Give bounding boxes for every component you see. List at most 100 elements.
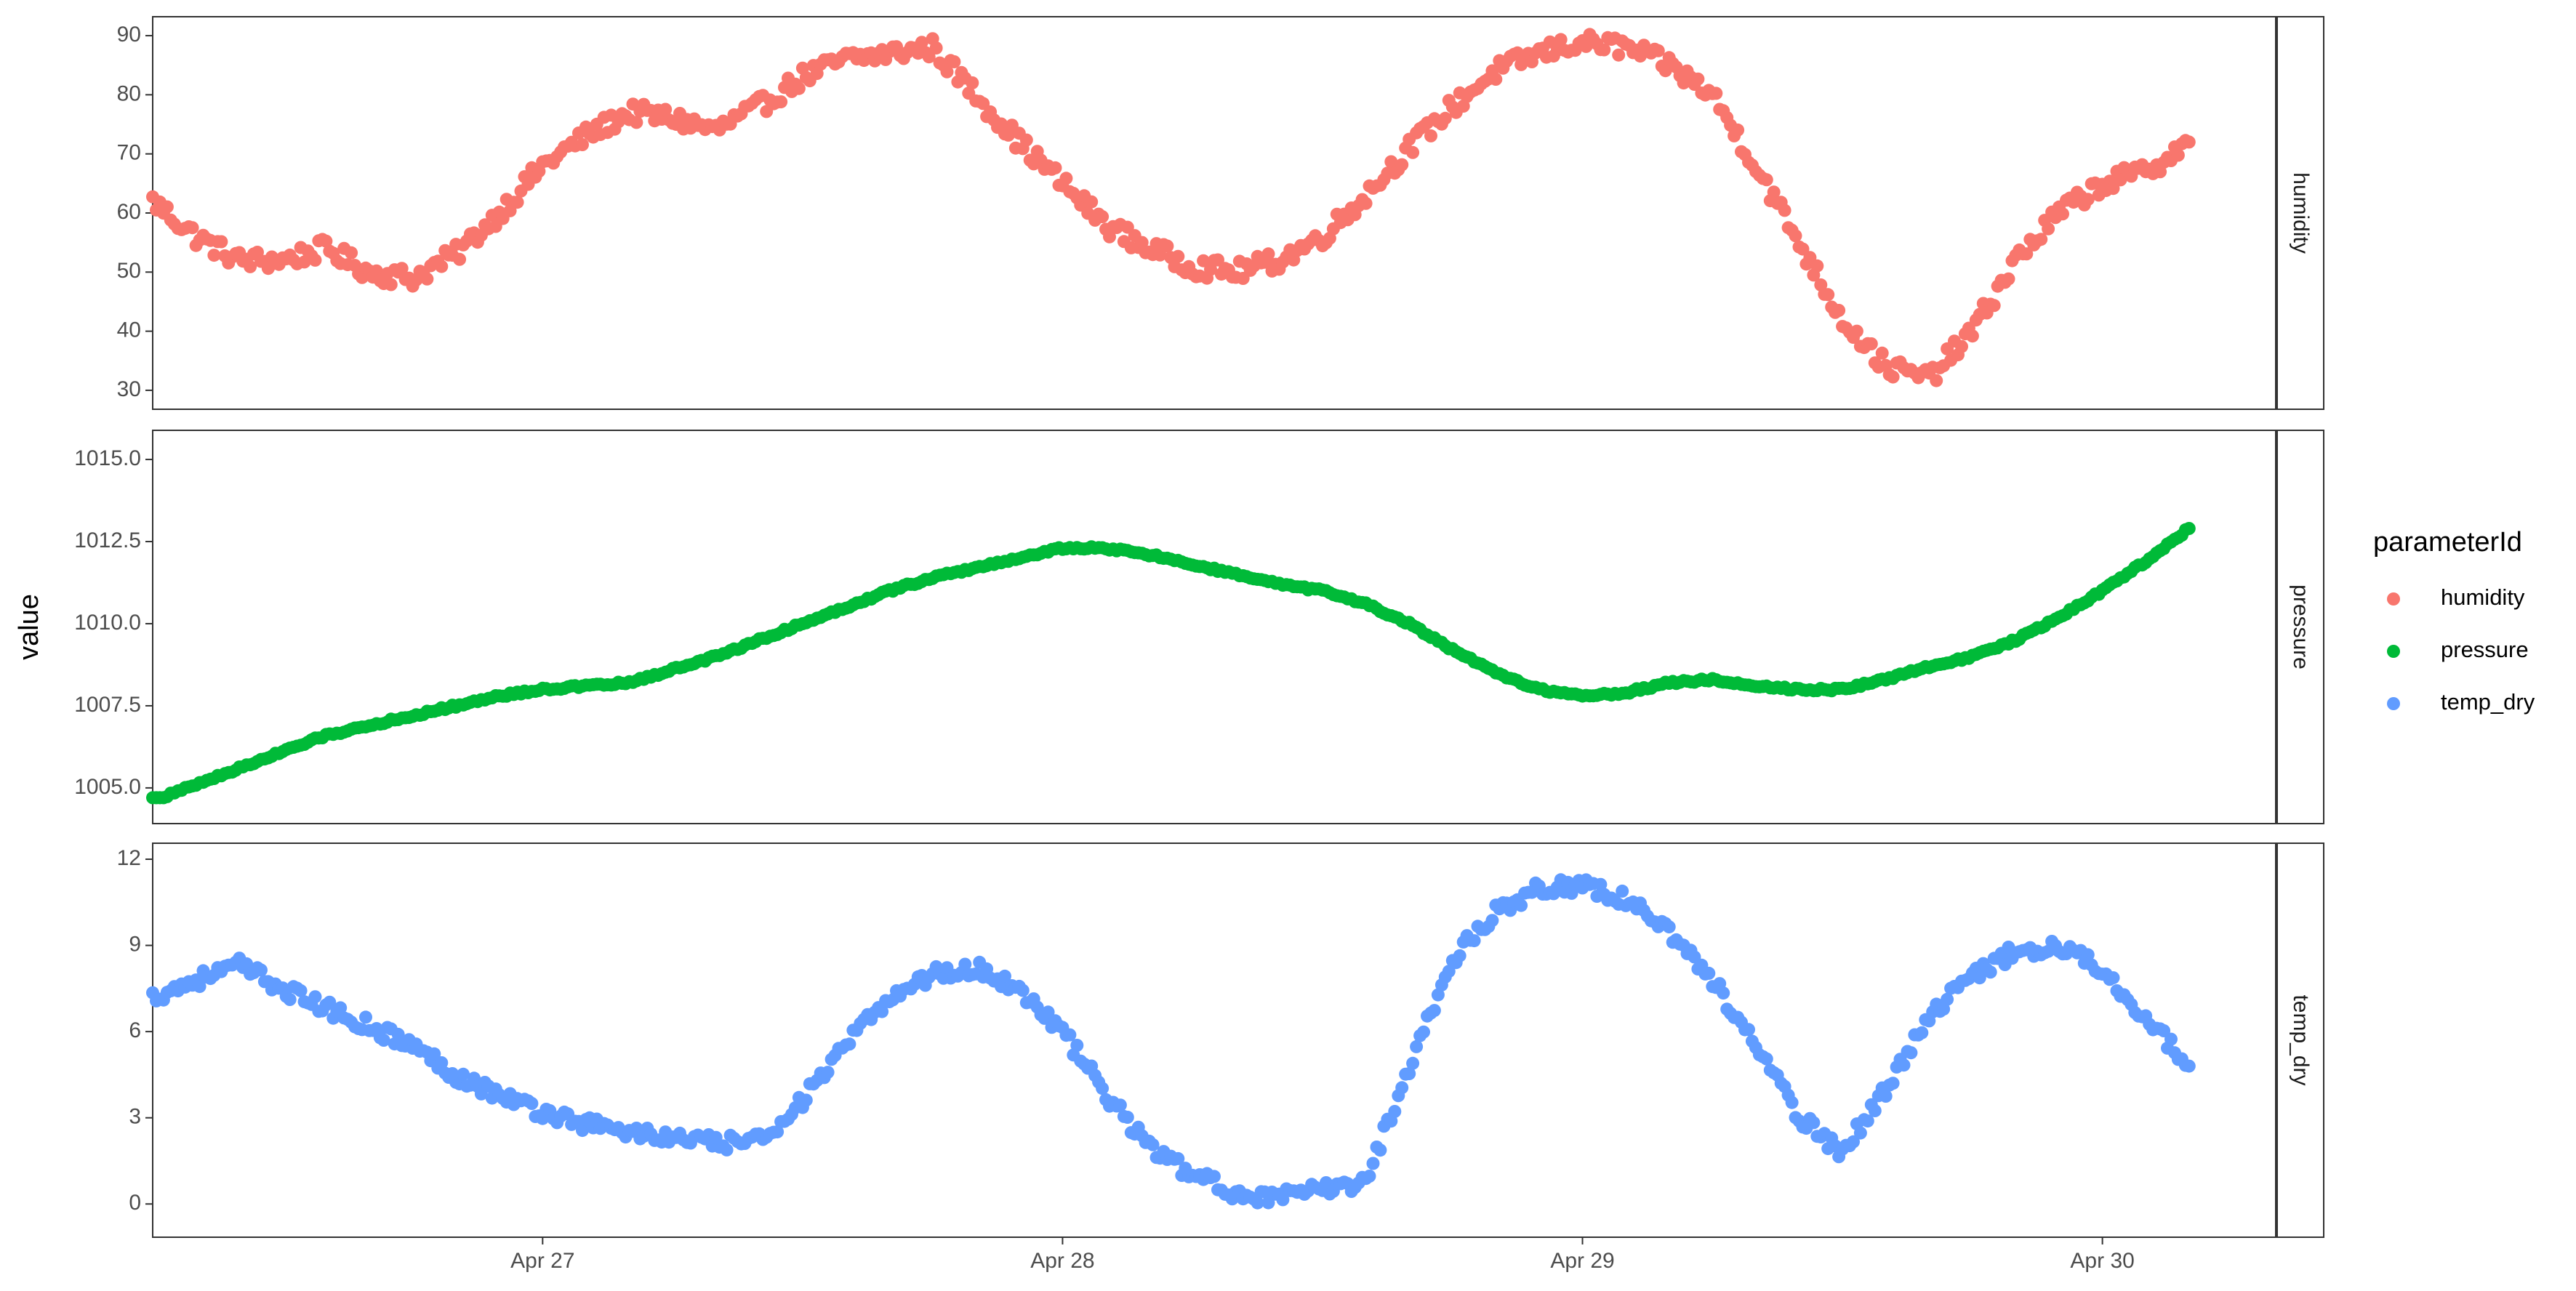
data-point xyxy=(391,1027,405,1041)
data-point xyxy=(929,41,943,55)
data-point xyxy=(1886,1077,1900,1090)
data-point xyxy=(345,246,358,260)
data-point xyxy=(1691,72,1705,86)
data-point xyxy=(1864,337,1878,350)
data-point xyxy=(1427,1004,1441,1018)
legend-title: parameterId xyxy=(2373,527,2522,558)
data-point xyxy=(334,1001,348,1015)
data-point xyxy=(395,262,409,276)
data-point xyxy=(1789,229,1802,243)
y-tick-label: 1007.5 xyxy=(74,693,141,717)
data-point xyxy=(774,95,788,109)
data-point xyxy=(1554,33,1568,47)
data-point xyxy=(323,995,337,1009)
data-point xyxy=(2182,522,2196,535)
data-point xyxy=(1709,87,1723,100)
data-point xyxy=(2106,182,2120,196)
data-point xyxy=(1717,986,1730,1000)
data-point xyxy=(1850,324,1863,338)
data-point xyxy=(771,1125,785,1139)
data-point xyxy=(1662,920,1676,934)
data-point xyxy=(1261,1196,1275,1210)
data-point xyxy=(319,234,333,248)
legend-label: temp_dry xyxy=(2441,689,2535,715)
data-point xyxy=(966,76,979,89)
data-point xyxy=(1987,299,2001,313)
data-point xyxy=(428,1047,441,1061)
data-point xyxy=(1019,133,1033,147)
data-point xyxy=(2020,247,2034,261)
data-point xyxy=(1485,914,1499,928)
y-tick-label: 50 xyxy=(117,259,141,283)
data-point xyxy=(193,980,206,994)
data-point xyxy=(720,1143,734,1157)
data-point xyxy=(576,138,589,151)
data-point xyxy=(308,990,322,1004)
data-point xyxy=(1807,1116,1821,1130)
legend-label: pressure xyxy=(2441,637,2529,662)
data-points-humidity xyxy=(146,28,2196,387)
data-point xyxy=(792,81,806,95)
data-point xyxy=(435,1056,449,1069)
facet-panel-temp_dry: temp_dry 0 3 6 9 12 Apr 27 Apr 28 Apr 29 Apr 30 xyxy=(117,842,2324,1273)
data-point xyxy=(875,1005,889,1018)
data-point xyxy=(2081,193,2095,206)
legend-label: humidity xyxy=(2441,584,2525,610)
y-tick-label: 0 xyxy=(129,1191,141,1215)
x-tick-label: Apr 30 xyxy=(2070,1249,2134,1273)
data-point xyxy=(1171,249,1185,263)
data-point xyxy=(2182,1059,2196,1073)
data-point xyxy=(1403,1067,1416,1080)
legend: parameterId humidity pressure temp_dry xyxy=(2373,527,2535,715)
legend-key-pressure xyxy=(2387,645,2400,658)
data-point xyxy=(1832,304,1846,317)
data-point xyxy=(254,963,268,977)
data-point xyxy=(1395,1081,1409,1095)
data-point xyxy=(160,200,174,214)
data-point xyxy=(1431,988,1445,1002)
data-point xyxy=(1096,1082,1110,1095)
data-point xyxy=(1171,1151,1185,1165)
data-point xyxy=(1453,949,1466,962)
y-tick-label: 30 xyxy=(117,377,141,401)
data-point xyxy=(1955,339,1968,353)
y-tick-label: 60 xyxy=(117,200,141,224)
data-point xyxy=(457,1067,470,1081)
data-point xyxy=(1359,196,1373,210)
data-point xyxy=(1853,1126,1867,1140)
data-point xyxy=(207,249,221,262)
data-point xyxy=(998,969,1011,983)
data-point xyxy=(294,984,308,997)
y-tick-label: 12 xyxy=(117,846,141,870)
facet-strip xyxy=(2275,16,2324,410)
data-point xyxy=(1821,288,1835,302)
data-point xyxy=(1861,1114,1874,1128)
data-point xyxy=(244,260,257,273)
data-point xyxy=(915,36,928,49)
y-tick-label: 1010.0 xyxy=(74,611,141,635)
data-point xyxy=(1261,247,1275,261)
data-point xyxy=(1941,992,1954,1006)
data-point xyxy=(1363,1170,1376,1183)
data-point xyxy=(1406,1056,1420,1070)
data-point xyxy=(1395,158,1409,172)
data-point xyxy=(2042,222,2055,236)
data-point xyxy=(1597,43,1611,57)
data-point xyxy=(1113,1098,1127,1112)
data-point xyxy=(1197,254,1211,268)
y-tick-label: 9 xyxy=(129,932,141,956)
data-point xyxy=(377,1034,390,1047)
data-point xyxy=(359,1010,372,1024)
data-point xyxy=(1070,1039,1084,1052)
data-point xyxy=(1160,239,1174,253)
data-point xyxy=(958,957,972,971)
data-point xyxy=(1059,172,1073,185)
data-point xyxy=(1514,898,1528,912)
data-point xyxy=(659,102,673,116)
data-point xyxy=(1366,1157,1380,1170)
facet-strip-label: temp_dry xyxy=(2289,994,2313,1085)
data-point xyxy=(2182,135,2196,149)
data-point xyxy=(1594,877,1608,891)
data-point xyxy=(2002,272,2015,286)
